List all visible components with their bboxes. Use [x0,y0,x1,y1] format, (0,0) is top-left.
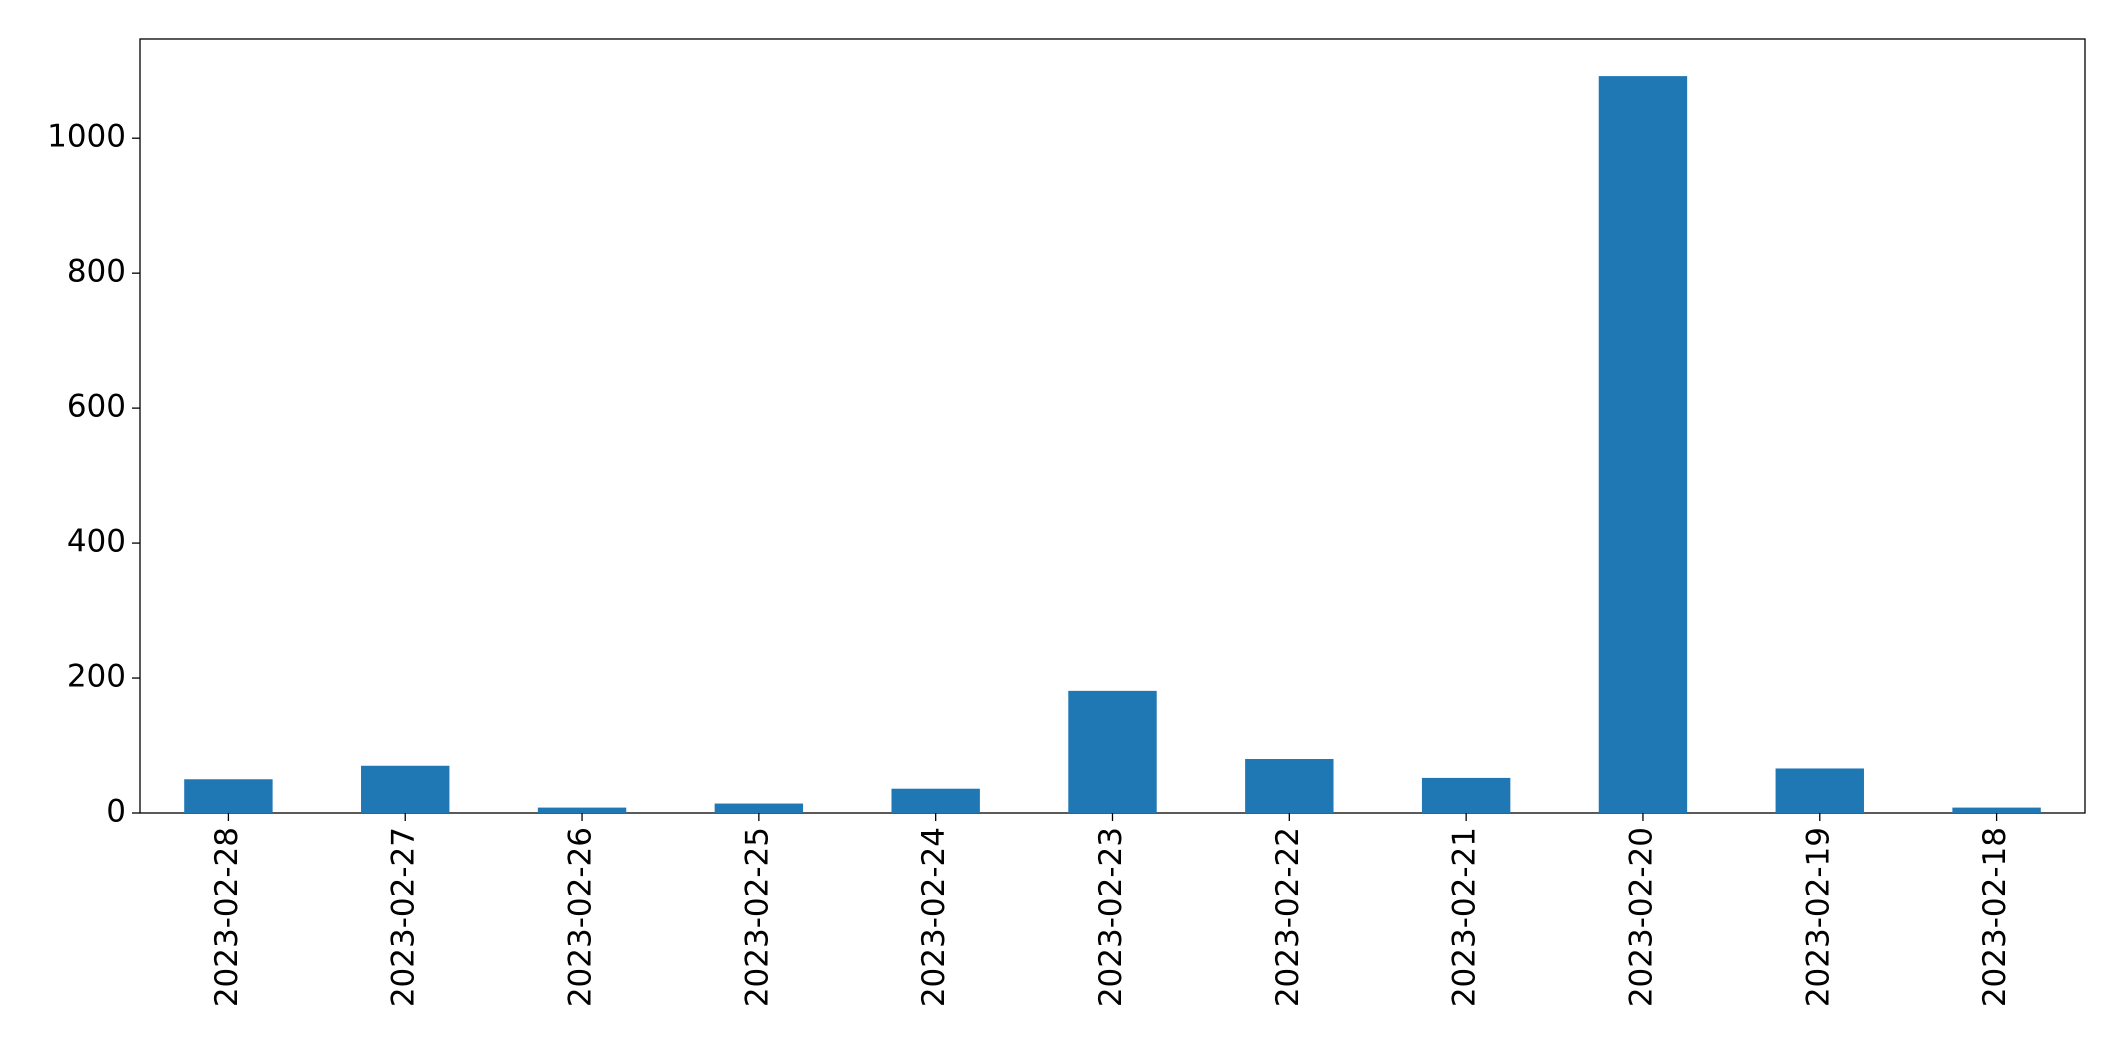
bar [1598,76,1688,814]
y-tick-label: 800 [67,254,126,290]
bar [1952,807,2041,813]
x-tick-label: 2023-02-28 [209,827,245,1007]
bar [1421,777,1511,813]
x-tick-label: 2023-02-27 [386,827,422,1007]
x-tick-label: 2023-02-18 [1977,827,2013,1007]
bar [1245,759,1334,813]
x-tick-label: 2023-02-26 [563,827,599,1007]
bar [714,803,804,813]
bar [891,788,980,813]
y-tick-label: 1000 [47,119,126,155]
bar [1775,768,1864,813]
x-tick-label: 2023-02-24 [916,827,952,1007]
x-tick-label: 2023-02-21 [1447,827,1483,1007]
x-tick-label: 2023-02-20 [1623,827,1659,1007]
bar [537,807,627,813]
bar [1068,690,1157,813]
bar [184,779,273,813]
x-tick-label: 2023-02-19 [1800,827,1836,1007]
x-tick-label: 2023-02-22 [1270,827,1306,1007]
y-tick-label: 200 [67,659,126,695]
y-tick-label: 400 [67,524,126,560]
y-tick-label: 600 [67,389,126,425]
y-tick-label: 0 [106,794,126,830]
bar [361,765,450,813]
x-tick-label: 2023-02-25 [739,827,775,1007]
x-tick-label: 2023-02-23 [1093,827,1129,1007]
